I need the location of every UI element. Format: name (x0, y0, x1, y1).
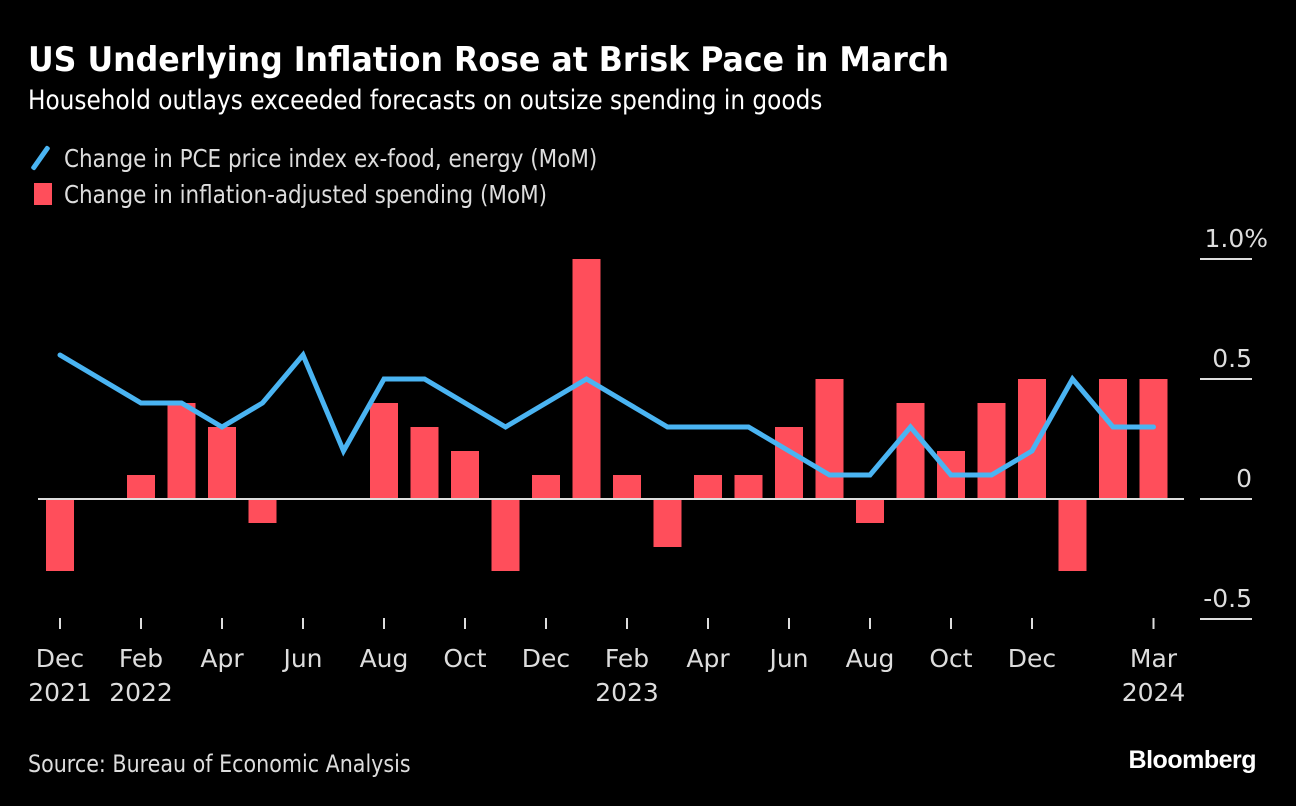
legend-item-core-pce: Change in PCE price index ex-food, energ… (30, 140, 684, 176)
spending-bar (1018, 379, 1046, 499)
x-tick-label: Dec (522, 644, 570, 673)
spending-bar (167, 403, 196, 499)
spending-bar (1139, 379, 1168, 499)
y-tick-label: 0.5 (1212, 344, 1252, 373)
x-tick-year-label: 2021 (28, 678, 92, 707)
spending-bar (491, 499, 520, 571)
legend-label: Change in PCE price index ex-food, energ… (64, 143, 598, 173)
legend-label: Change in inflation-adjusted spending (M… (64, 179, 548, 209)
spending-bar (410, 427, 439, 499)
spending-bar (127, 475, 155, 499)
x-tick-label: Jun (767, 644, 808, 673)
x-tick-label: Dec (1008, 644, 1056, 673)
y-tick-label: -0.5 (1203, 584, 1252, 613)
chart-title: US Underlying Inflation Rose at Brisk Pa… (28, 40, 950, 80)
spending-bar (1099, 379, 1127, 499)
y-tick-label: 1.0% (1204, 224, 1268, 253)
spending-bar (977, 403, 1006, 499)
bloomberg-logo: Bloomberg (1128, 746, 1257, 774)
legend-item-real-spending: Change in inflation-adjusted spending (M… (30, 176, 684, 212)
spending-bar (370, 403, 398, 499)
spending-bar (775, 427, 803, 499)
x-tick-label: Feb (605, 644, 649, 673)
x-tick-label: Feb (119, 644, 163, 673)
x-tick-label: Mar (1130, 644, 1178, 673)
spending-bar (734, 475, 763, 499)
x-axis: Dec 2021 Feb 2022 Apr Jun Aug Oct Dec Feb 2023 Apr J… (28, 618, 1185, 707)
x-tick-label: Oct (443, 644, 486, 673)
x-tick-label: Dec (36, 644, 84, 673)
source-note: Source: Bureau of Economic Analysis (28, 750, 411, 778)
spending-bar (613, 475, 641, 499)
chart-subtitle: Household outlays exceeded forecasts on … (28, 85, 823, 116)
spending-bar (532, 475, 560, 499)
legend: Change in PCE price index ex-food, energ… (30, 140, 684, 212)
x-tick-year-label: 2022 (109, 678, 173, 707)
spending-bar (856, 499, 884, 523)
x-tick-year-label: 2024 (1122, 678, 1186, 707)
x-tick-label: Aug (846, 644, 895, 673)
spending-bar (694, 475, 722, 499)
y-tick-label: 0 (1236, 464, 1252, 493)
spending-bar (815, 379, 844, 499)
line-layer (57, 350, 1156, 478)
spending-bar (896, 403, 925, 499)
x-tick-label: Apr (200, 644, 244, 673)
spending-bar (653, 499, 682, 547)
x-tick-label: Aug (360, 644, 409, 673)
x-tick-label: Jun (281, 644, 322, 673)
spending-bar (248, 499, 277, 523)
core-pce-line (57, 350, 1156, 478)
spending-bar (1058, 499, 1087, 571)
spending-bar (451, 451, 479, 499)
bar-swatch-icon (34, 183, 52, 205)
y-axis: 1.0% 0.5 0 -0.5 (1200, 224, 1268, 620)
x-tick-label: Apr (686, 644, 730, 673)
bars-layer (46, 259, 1168, 571)
spending-bar (208, 427, 236, 499)
x-tick-year-label: 2023 (595, 678, 659, 707)
x-tick-label: Oct (929, 644, 972, 673)
spending-bar (46, 499, 74, 571)
